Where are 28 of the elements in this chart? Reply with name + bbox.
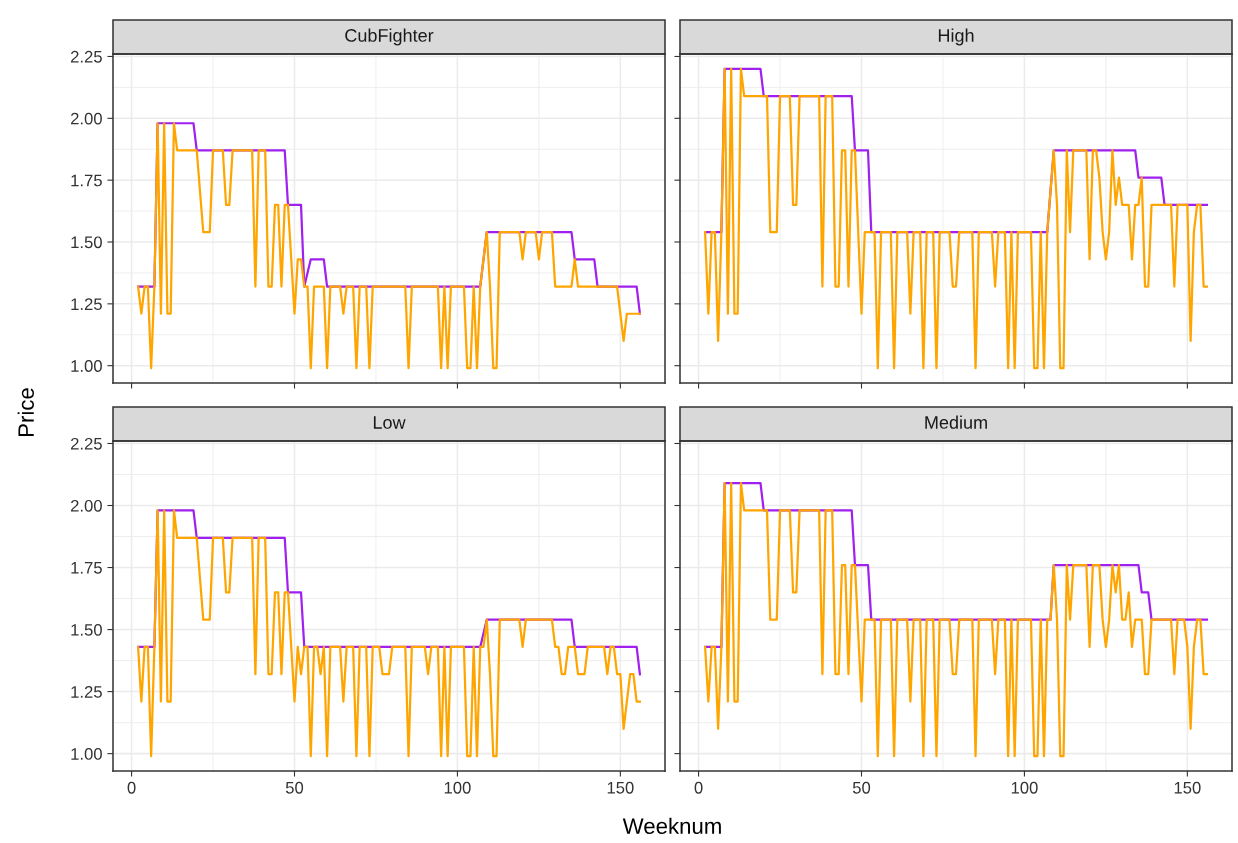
y-tick-label: 2.25 [70,50,102,63]
y-tick-label: 1.00 [71,360,102,372]
y-tick-label: 1.75 [71,174,102,187]
y-tick-label: 1.25 [71,686,102,698]
chart-title: Low [373,416,406,429]
y-tick-label: 2.25 [70,437,102,450]
x-tick-label: 150 [1174,781,1201,794]
x-tick-label: 0 [694,781,703,794]
chart-title: High [938,28,974,46]
x-tick-label: 50 [285,781,304,794]
x-tick-label: 100 [444,781,471,794]
line-series [136,122,642,370]
x-axis-title: Weeknum [622,817,721,834]
y-tick-label: 1.50 [71,623,102,636]
y-tick-label: 1.50 [71,236,102,249]
y-tick-label: 1.75 [71,562,102,574]
x-tick-label: 150 [607,781,634,794]
y-tick-label: 2.00 [70,112,102,125]
chart-title: CubFighter [345,28,434,46]
chart-title: Medium [925,415,987,429]
y-tick-label: 1.25 [71,298,102,311]
y-axis-title: Price [17,388,34,436]
x-tick-label: 100 [1011,781,1038,794]
x-tick-label: 50 [852,781,871,794]
y-tick-label: 2.00 [70,499,102,512]
y-tick-label: 1.00 [71,748,102,760]
x-tick-label: 0 [127,781,136,794]
line-series [136,509,642,758]
